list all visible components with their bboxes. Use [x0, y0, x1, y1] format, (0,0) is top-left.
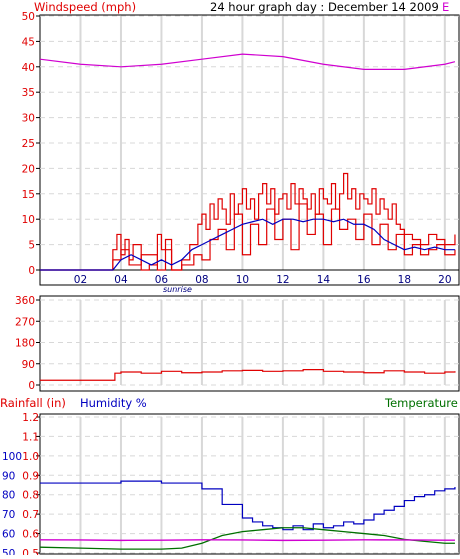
- rainfall-y-tick-label: 0.8: [22, 490, 39, 502]
- humidity-line: [40, 480, 456, 531]
- wind-y-tick-label: 15: [22, 189, 35, 201]
- wind-panel-x-axis: 02 04 06 08 10 12 14 16 18 20: [74, 274, 452, 286]
- header-strip: [0, 0, 460, 14]
- wind-panel-frame: [39, 14, 460, 286]
- wind-x-tick-label: 04: [114, 274, 128, 286]
- magenta-line: [39, 539, 455, 542]
- wind-x-tick-label: 18: [398, 274, 411, 286]
- direction-y-tick-label: 180: [15, 338, 35, 350]
- direction-panel-frame: [39, 295, 460, 392]
- rainfall-y-tick-label: 0.5: [22, 548, 39, 555]
- wind-panel-grid: [40, 15, 459, 271]
- wind-gust-line: [40, 172, 456, 271]
- direction-series-line: [40, 369, 456, 381]
- direction-y-tick-label: 270: [15, 316, 35, 328]
- wind-x-tick-label: 10: [236, 274, 249, 286]
- humidity-panel-y-axis: 0.5 0.6 0.7 0.8 0.9 1.0 1.1 1.2 50 60 70 80 90 100: [2, 412, 40, 559]
- wind-y-tick-label: 0: [28, 265, 35, 277]
- wind-y-tick-label: 45: [22, 36, 35, 48]
- rainfall-y-tick-label: 1.2: [22, 412, 39, 424]
- direction-y-tick-label: 90: [22, 359, 35, 371]
- wind-x-tick-label: 02: [74, 274, 87, 286]
- humidity-y-tick-label: 100: [2, 451, 22, 463]
- direction-y-tick-label: 360: [15, 295, 35, 307]
- wind-y-tick-label: 40: [22, 62, 35, 74]
- header-left-title: Windspeed (mph): [34, 0, 136, 14]
- rainfall-y-tick-label: 1.0: [22, 451, 39, 463]
- sunrise-annotation: sunrise: [163, 285, 192, 294]
- rainfall-label: Rainfall (in): [0, 396, 66, 410]
- wind-y-tick-label: 35: [22, 87, 35, 99]
- wind-average-line: [40, 218, 455, 271]
- humidity-label: Humidity %: [80, 396, 147, 410]
- wind-y-tick-label: 5: [28, 240, 35, 252]
- rainfall-y-tick-label: 1.1: [22, 431, 39, 443]
- direction-panel-y-axis: 0 90 180 270 360: [15, 295, 40, 392]
- wind-x-tick-label: 20: [438, 274, 451, 286]
- rainfall-y-tick-label: 0.7: [22, 509, 39, 521]
- wind-magenta-line: [39, 53, 456, 70]
- wind-y-tick-label: 50: [22, 11, 35, 23]
- rainfall-y-tick-label: 0.6: [22, 529, 39, 541]
- wind-y-tick-label: 30: [22, 113, 35, 125]
- header-center-title: 24 hour graph day : December 14 2009: [210, 0, 439, 14]
- wind-y-tick-label: 10: [22, 214, 35, 226]
- humidity-panel-frame: [39, 413, 460, 555]
- rainfall-y-tick-label: 0.9: [22, 470, 39, 482]
- humidity-panel-series: [39, 480, 456, 550]
- wind-speed-line: [40, 203, 456, 271]
- temperature-label: Temperature: [384, 396, 458, 410]
- humidity-panel-grid: [40, 416, 459, 554]
- wind-x-tick-label: 12: [276, 274, 289, 286]
- wind-panel-y-axis: 0 5 10 15 20 25 30 35 40 45 50: [22, 11, 40, 277]
- humidity-y-tick-label: 50: [2, 548, 15, 555]
- wind-x-tick-label: 14: [317, 274, 331, 286]
- humidity-y-tick-label: 90: [2, 470, 15, 482]
- humidity-y-tick-label: 60: [2, 529, 15, 541]
- header-right-partial: E: [442, 0, 449, 14]
- direction-y-tick-label: 0: [28, 380, 35, 392]
- wind-x-tick-label: 16: [357, 274, 371, 286]
- temperature-line: [39, 527, 455, 550]
- wind-x-tick-label: 06: [155, 274, 169, 286]
- wind-x-tick-label: 08: [195, 274, 208, 286]
- humidity-y-tick-label: 80: [2, 490, 15, 502]
- humidity-y-tick-label: 70: [2, 509, 15, 521]
- wind-y-tick-label: 25: [22, 138, 35, 150]
- wind-panel-series: [39, 53, 456, 271]
- direction-panel-series: [40, 369, 456, 381]
- direction-panel-grid: [40, 299, 459, 386]
- wind-y-tick-label: 20: [22, 163, 35, 175]
